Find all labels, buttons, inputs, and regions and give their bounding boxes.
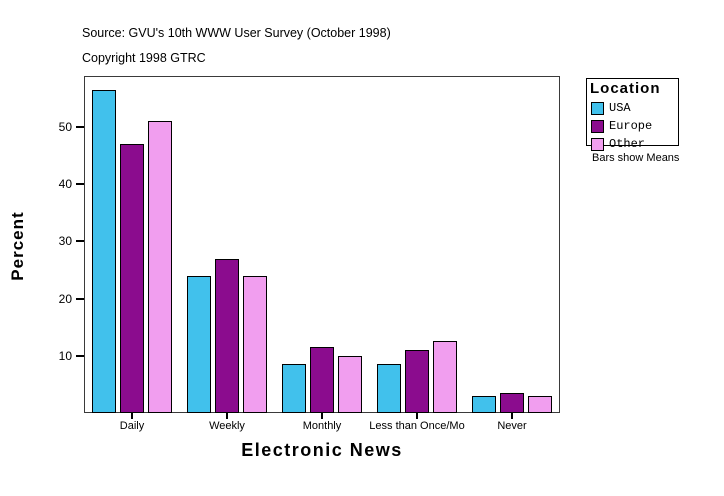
bar-other-never [528, 396, 552, 413]
x-tick-mark [416, 413, 418, 419]
legend-item-other: Other [591, 137, 678, 151]
y-tick-label: 40 [58, 177, 72, 191]
y-tick-mark [76, 240, 84, 242]
y-tick-label: 10 [58, 349, 72, 363]
legend-note: Bars show Means [592, 152, 680, 164]
x-tick-label-daily: Daily [119, 420, 145, 432]
legend-item-europe: Europe [591, 119, 678, 133]
legend-items: USA Europe Other [587, 101, 678, 151]
x-tick-mark [226, 413, 228, 419]
bar-europe-daily [120, 144, 144, 413]
y-tick-mark [76, 183, 84, 185]
bar-usa-never [472, 396, 496, 413]
x-tick-mark [321, 413, 323, 419]
legend-swatch-europe [591, 119, 604, 133]
x-tick-mark [131, 413, 133, 419]
bar-other-monthly [338, 356, 362, 413]
y-tick-mark [76, 355, 84, 357]
bar-other-weekly [243, 276, 267, 413]
legend-item-usa: USA [591, 101, 678, 115]
y-tick-mark [76, 298, 84, 300]
bar-usa-monthly [282, 364, 306, 413]
legend-item-label: Other [609, 136, 646, 151]
x-tick-label-never: Never [497, 420, 527, 432]
x-tick-label-monthly: Monthly [302, 420, 342, 432]
x-tick-label-weekly: Weekly [209, 420, 245, 432]
x-axis-title: Electronic News [241, 440, 403, 460]
bar-europe-weekly [215, 259, 239, 413]
bar-other-less-than-once-mo [433, 341, 457, 413]
legend-item-label: Europe [609, 118, 653, 133]
legend-swatch-other [591, 137, 604, 151]
y-tick-label: 50 [58, 120, 72, 134]
copyright-text: Copyright 1998 GTRC [82, 51, 206, 65]
x-tick-label-less-than-once-mo: Less than Once/Mo [369, 420, 465, 432]
source-text: Source: GVU's 10th WWW User Survey (Octo… [82, 26, 391, 40]
bar-usa-daily [92, 90, 116, 413]
y-axis-title: Percent [8, 211, 27, 281]
bar-usa-less-than-once-mo [377, 364, 401, 413]
bar-other-daily [148, 121, 172, 413]
legend-swatch-usa [591, 101, 604, 115]
y-tick-label: 20 [58, 292, 72, 306]
y-tick-mark [76, 126, 84, 128]
bar-europe-less-than-once-mo [405, 350, 429, 413]
bar-europe-never [500, 393, 524, 413]
legend-item-label: USA [609, 100, 631, 115]
x-tick-mark [511, 413, 513, 419]
legend-box: Location USA Europe Other [586, 78, 679, 151]
bar-europe-monthly [310, 347, 334, 413]
y-tick-label: 30 [58, 234, 72, 248]
legend-title: Location [590, 80, 661, 97]
bar-usa-weekly [187, 276, 211, 413]
